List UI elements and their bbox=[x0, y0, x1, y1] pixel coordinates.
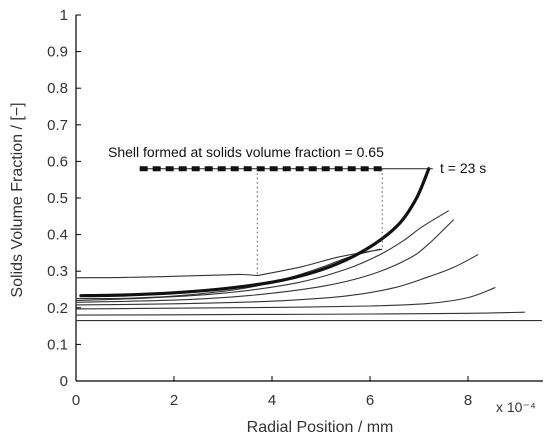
y-tick-label: 0.6 bbox=[47, 153, 68, 170]
y-axis-title: Solids Volume Fraction / [−] bbox=[9, 102, 26, 297]
y-tick-label: 1 bbox=[60, 7, 68, 24]
y-tick-label: 0.5 bbox=[47, 190, 68, 207]
series-layer bbox=[75, 167, 543, 322]
series-line-5 bbox=[75, 219, 454, 303]
x-tick-label: 2 bbox=[170, 392, 178, 409]
shell-annotation-text: Shell formed at solids volume fraction =… bbox=[108, 144, 384, 160]
series-line-7 bbox=[75, 248, 381, 300]
series-line-4 bbox=[75, 254, 479, 306]
y-tick-label: 0.9 bbox=[47, 44, 68, 61]
series-line-8 bbox=[75, 273, 258, 279]
series-line-6 bbox=[75, 210, 449, 302]
series-line-3 bbox=[75, 287, 496, 310]
y-tick-label: 0 bbox=[60, 373, 68, 390]
y-tick-label: 0.7 bbox=[47, 117, 68, 134]
y-tick-label: 0.1 bbox=[47, 336, 68, 353]
y-tick-label: 0.2 bbox=[47, 300, 68, 317]
annotation-layer bbox=[139, 166, 433, 277]
x-tick-label: 6 bbox=[366, 392, 374, 409]
y-tick-label: 0.3 bbox=[47, 263, 68, 280]
y-tick-label: 0.8 bbox=[47, 80, 68, 97]
series-line-t23s bbox=[79, 167, 431, 298]
time-label: t = 23 s bbox=[440, 160, 486, 176]
x-axis-title: Radial Position / mm bbox=[247, 419, 394, 436]
series-line-2 bbox=[75, 311, 525, 316]
x-tick-label: 0 bbox=[72, 392, 80, 409]
x-axis-multiplier: x 10⁻⁴ bbox=[496, 399, 536, 415]
x-tick-label: 4 bbox=[268, 392, 276, 409]
x-tick-label: 8 bbox=[464, 392, 472, 409]
axes: 0 0.1 0.2 0.3 0.4 0.5 0.6 0.7 0.8 0.9 1 0 2 4 6 8 bbox=[47, 7, 543, 409]
y-tick-label: 0.4 bbox=[47, 227, 68, 244]
